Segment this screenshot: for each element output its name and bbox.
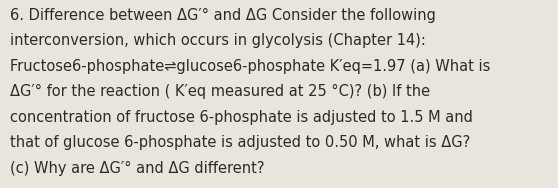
Text: 6. Difference between ΔG′° and ΔG Consider the following: 6. Difference between ΔG′° and ΔG Consid… xyxy=(10,8,436,23)
Text: ΔG′° for the reaction ( K′eq measured at 25 °C)? (b) If the: ΔG′° for the reaction ( K′eq measured at… xyxy=(10,84,430,99)
Text: Fructose6-phosphate⇌glucose6-phosphate K′eq=1.97 (a) What is: Fructose6-phosphate⇌glucose6-phosphate K… xyxy=(10,59,490,74)
Text: concentration of fructose 6-phosphate is adjusted to 1.5 M and: concentration of fructose 6-phosphate is… xyxy=(10,110,473,125)
Text: interconversion, which occurs in glycolysis (Chapter 14):: interconversion, which occurs in glycoly… xyxy=(10,33,426,48)
Text: that of glucose 6-phosphate is adjusted to 0.50 M, what is ΔG?: that of glucose 6-phosphate is adjusted … xyxy=(10,135,470,150)
Text: (c) Why are ΔG′° and ΔG different?: (c) Why are ΔG′° and ΔG different? xyxy=(10,161,264,176)
